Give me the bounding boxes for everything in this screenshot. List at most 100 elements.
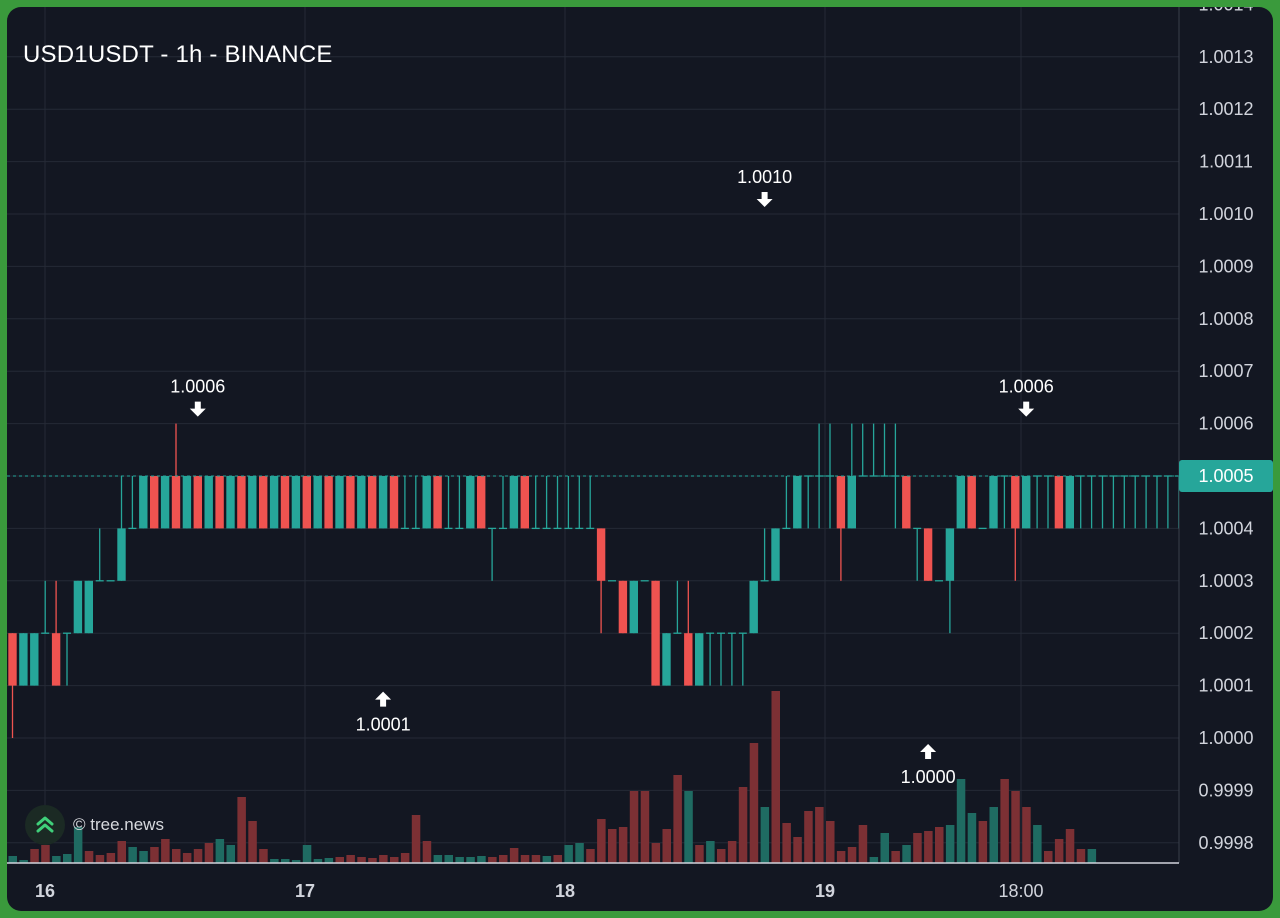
price-tick-label: 1.0008 xyxy=(1198,309,1253,329)
volume-bar xyxy=(1000,779,1009,863)
volume-bar xyxy=(684,791,693,863)
price-tick-label: 1.0009 xyxy=(1198,256,1253,276)
volume-bar xyxy=(215,839,225,863)
grid-lines xyxy=(7,7,1179,863)
volume-bar xyxy=(1065,829,1075,863)
candle xyxy=(923,528,933,581)
candle-body xyxy=(923,528,933,581)
last-price-badge xyxy=(1179,460,1273,492)
candle xyxy=(8,633,17,738)
annotation-label: 1.0006 xyxy=(999,377,1054,397)
candle xyxy=(673,580,682,634)
candle xyxy=(989,476,998,529)
arrow-down-icon xyxy=(189,401,206,417)
candle xyxy=(302,476,311,529)
candle xyxy=(717,632,725,686)
volume-bar xyxy=(542,856,552,863)
candle xyxy=(531,476,540,530)
volume-bar xyxy=(989,807,998,863)
candle xyxy=(847,423,856,529)
candle xyxy=(84,580,93,634)
candle-body xyxy=(1011,476,1020,529)
candle-body xyxy=(204,476,213,529)
candle-body xyxy=(302,476,311,529)
candle xyxy=(760,528,769,582)
volume-bar xyxy=(586,849,595,863)
candle xyxy=(596,528,606,634)
volume-bar xyxy=(390,857,399,863)
candle-body xyxy=(629,580,638,634)
volume-bar xyxy=(1033,825,1042,863)
candle-body xyxy=(160,476,170,529)
candle xyxy=(738,632,747,686)
volume-bar xyxy=(291,860,301,863)
candle-body xyxy=(117,528,126,581)
arrow-up-icon xyxy=(375,691,392,707)
candle xyxy=(324,476,333,529)
volume-bar xyxy=(1076,849,1086,863)
volume-bar xyxy=(182,853,192,863)
candle-body xyxy=(684,633,693,686)
arrow-down-icon xyxy=(756,192,773,207)
candle xyxy=(1131,475,1140,529)
candle xyxy=(1054,476,1064,529)
candle-body xyxy=(1054,476,1064,529)
candle xyxy=(357,476,366,529)
candle-body xyxy=(291,476,301,529)
annotation-label: 1.0001 xyxy=(356,715,411,735)
candle-body xyxy=(237,476,246,529)
volume-bar xyxy=(73,827,83,863)
candle-body xyxy=(433,476,442,529)
candle-body xyxy=(1065,476,1074,529)
candle xyxy=(564,476,573,530)
candle-body xyxy=(357,476,366,529)
volume-bar xyxy=(270,859,279,863)
candle xyxy=(95,528,104,582)
volume-bar xyxy=(411,815,421,863)
volume-bar xyxy=(902,845,911,863)
price-tick-label: 1.0006 xyxy=(1198,414,1253,434)
candle xyxy=(389,476,399,529)
volume-bar xyxy=(520,855,530,863)
volume-bar xyxy=(651,843,661,863)
candle xyxy=(455,476,464,530)
high-annotation: 1.0010 xyxy=(737,167,792,207)
volume-bar xyxy=(1011,791,1020,863)
volume-bar xyxy=(597,819,606,863)
candle xyxy=(1163,475,1172,529)
volume-bar xyxy=(106,853,116,863)
volume-bar xyxy=(945,825,955,863)
candle-body xyxy=(30,633,39,686)
candle-body xyxy=(956,476,965,529)
candle xyxy=(499,476,507,530)
volume-bar xyxy=(193,849,203,863)
candle xyxy=(150,476,159,529)
volume-bar xyxy=(400,853,410,863)
volume-bar xyxy=(531,855,541,863)
low-annotation: 1.0001 xyxy=(356,691,411,735)
candle xyxy=(63,632,71,686)
candle-body xyxy=(19,633,28,686)
volume-bar xyxy=(847,847,857,863)
volume-bar xyxy=(662,829,671,863)
candle-body xyxy=(248,476,257,529)
price-tick-label: 1.0014 xyxy=(1198,7,1253,14)
time-tick-label: 18 xyxy=(555,881,575,901)
price-axis[interactable]: 1.0014 1.0013 1.0012 1.0011 1.0010 1.0009 1.00… xyxy=(1178,7,1273,863)
candle-body xyxy=(193,476,202,529)
candle xyxy=(651,580,660,686)
volume-bar xyxy=(346,855,355,863)
candle-body xyxy=(84,580,93,634)
candle-body xyxy=(836,476,846,529)
time-axis[interactable]: 16 17 18 19 18:00 xyxy=(7,862,1179,901)
candle xyxy=(1076,475,1085,529)
volume-bar xyxy=(804,811,813,863)
volume-bar xyxy=(259,849,268,863)
candle xyxy=(1033,475,1042,529)
candle xyxy=(629,580,638,634)
candle-body xyxy=(389,476,399,529)
volume-bar xyxy=(1087,849,1097,863)
annotation-label: 1.0010 xyxy=(737,167,792,187)
candle xyxy=(1022,476,1031,529)
